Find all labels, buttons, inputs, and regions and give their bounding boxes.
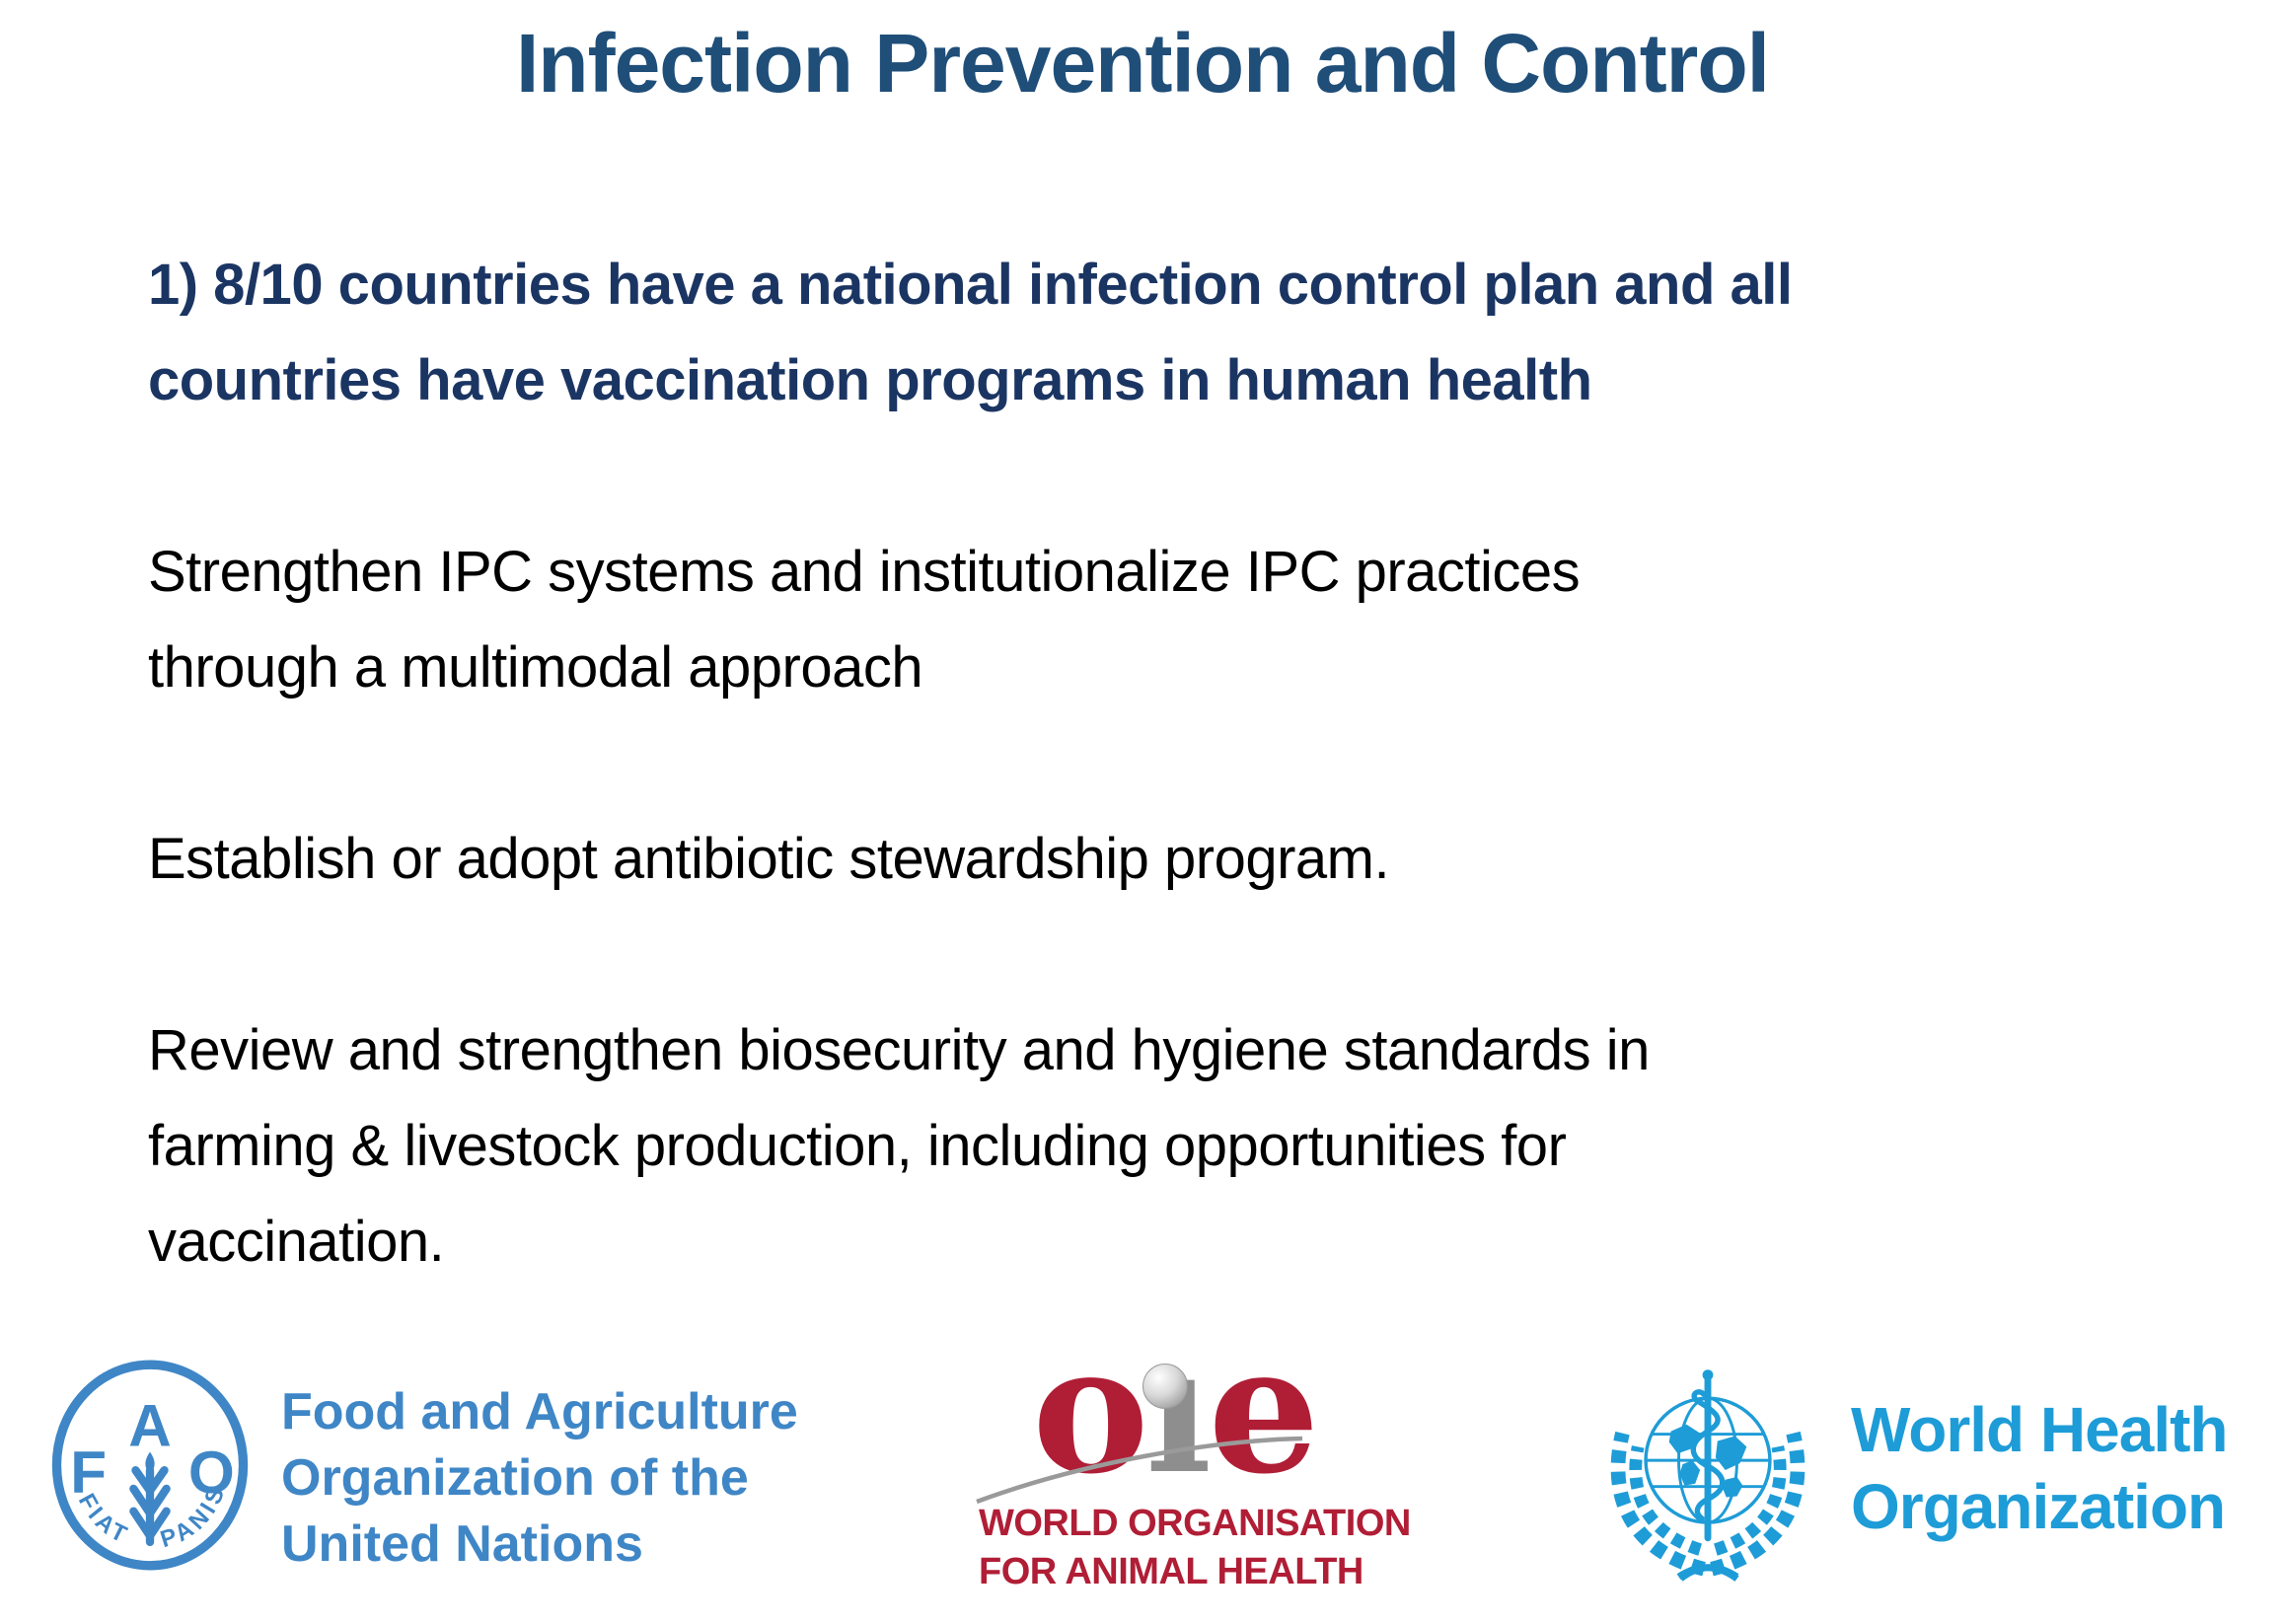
fao-droplet-icon	[145, 1451, 155, 1474]
fao-name: Food and Agriculture Organization of the…	[281, 1383, 798, 1573]
oie-letter-i: ı	[1144, 1306, 1213, 1513]
fao-wheat-icon	[129, 1466, 171, 1547]
body-paragraph: Establish or adopt antibiotic stewardshi…	[148, 827, 1390, 891]
body-paragraph: Strengthen IPC systems and institutional…	[148, 540, 1581, 700]
who-logo: World Health Organization	[1577, 1352, 2228, 1585]
body-paragraph: Review and strengthen biosecurity and hy…	[148, 1018, 1650, 1274]
who-wreath	[1610, 1431, 1806, 1582]
oie-globe-icon	[1142, 1364, 1188, 1409]
oie-logotype: oıe	[1032, 1322, 1320, 1498]
fao-letter-a: A	[128, 1391, 172, 1458]
who-emblem-icon	[1610, 1369, 1806, 1582]
oie-letter-e: e	[1208, 1306, 1319, 1513]
fao-letter-o: O	[188, 1439, 235, 1506]
logo-footer: FIAT PANIS F A O Food	[0, 1322, 2285, 1624]
slide-title: Infection Prevention and Control	[515, 17, 1770, 110]
fao-emblem-icon: FIAT PANIS F A O	[51, 1360, 249, 1571]
intro-paragraph: 1) 8/10 countries have a national infect…	[148, 253, 1793, 412]
oie-logo: oıe WORLD ORGANISATION FOR ANIMAL HEALTH	[975, 1322, 1438, 1616]
fao-letter-f: F	[70, 1439, 107, 1506]
fao-logo: FIAT PANIS F A O Food	[44, 1360, 798, 1578]
slide-body: 1) 8/10 countries have a national infect…	[148, 237, 2210, 1385]
who-name: World Health Organization	[1851, 1394, 2228, 1542]
oie-name: WORLD ORGANISATION FOR ANIMAL HEALTH	[979, 1503, 1411, 1592]
oie-swoosh-icon	[976, 1436, 1303, 1505]
who-staff-serpent	[1690, 1369, 1726, 1542]
